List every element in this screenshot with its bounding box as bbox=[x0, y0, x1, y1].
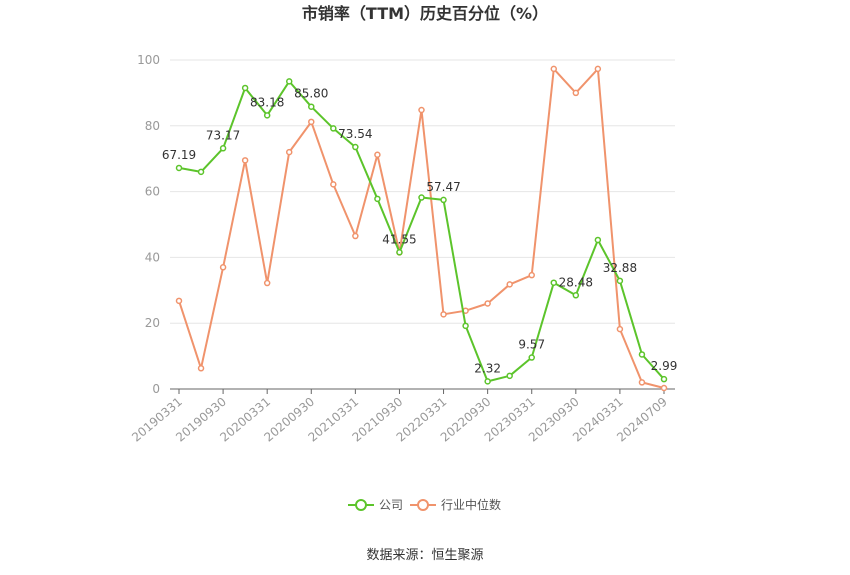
data-point bbox=[418, 194, 425, 201]
data-point bbox=[330, 125, 337, 132]
legend-item-company[interactable]: 公司 bbox=[348, 498, 403, 512]
series-line bbox=[178, 80, 665, 383]
data-point bbox=[462, 322, 469, 330]
data-point bbox=[550, 279, 558, 286]
data-label: 28.48 bbox=[559, 275, 593, 289]
x-axis: 2019033120190930202003312020093020210331… bbox=[129, 388, 675, 445]
y-tick-label: 60 bbox=[145, 185, 160, 199]
y-axis: 0 20 40 60 80 100 bbox=[137, 53, 160, 396]
legend-item-industry-median[interactable]: 行业中位数 bbox=[410, 497, 501, 512]
data-label: 2.32 bbox=[474, 361, 501, 375]
legend-marker-company bbox=[355, 499, 367, 511]
legend-marker-industry-median bbox=[417, 499, 429, 511]
data-point bbox=[572, 292, 580, 299]
y-tick-label: 40 bbox=[145, 250, 160, 264]
data-point bbox=[352, 232, 359, 240]
data-point bbox=[660, 375, 668, 383]
data-label: 57.47 bbox=[426, 180, 460, 194]
y-tick-label: 80 bbox=[145, 119, 160, 133]
data-point bbox=[616, 277, 624, 285]
legend-label-industry-median: 行业中位数 bbox=[441, 497, 501, 512]
data-point bbox=[219, 264, 227, 271]
data-point bbox=[263, 279, 271, 287]
data-point bbox=[285, 148, 293, 156]
data-label: 67.19 bbox=[162, 148, 196, 162]
data-point bbox=[396, 249, 403, 256]
data-point bbox=[330, 181, 337, 188]
data-point bbox=[616, 325, 624, 333]
data-point bbox=[506, 372, 513, 380]
data-point bbox=[352, 143, 359, 151]
data-point bbox=[440, 196, 447, 204]
data-point bbox=[484, 300, 491, 307]
data-point bbox=[308, 103, 315, 110]
data-point bbox=[506, 281, 513, 288]
data-point bbox=[594, 236, 602, 244]
data-point bbox=[528, 271, 535, 279]
data-source: 数据来源：恒生聚源 bbox=[366, 548, 483, 563]
data-point bbox=[528, 354, 535, 361]
data-point bbox=[638, 379, 646, 386]
data-labels: 67.19 73.17 83.18 85.80 73.54 41.55 57.47 2.32 9… bbox=[162, 87, 678, 376]
data-point bbox=[285, 78, 293, 85]
data-point bbox=[175, 164, 183, 172]
data-point bbox=[660, 384, 668, 392]
legend[interactable]: 公司 行业中位数 bbox=[348, 497, 501, 512]
grid bbox=[170, 59, 675, 324]
y-tick-label: 100 bbox=[137, 53, 160, 67]
series-line bbox=[178, 67, 665, 389]
data-point bbox=[638, 351, 646, 358]
legend-label-company: 公司 bbox=[379, 498, 403, 512]
data-label: 73.54 bbox=[338, 127, 372, 141]
series-layer bbox=[175, 65, 668, 392]
data-point bbox=[263, 112, 271, 119]
data-label: 73.17 bbox=[206, 128, 240, 142]
data-point bbox=[308, 118, 315, 126]
data-point bbox=[175, 297, 183, 305]
data-point bbox=[241, 84, 249, 92]
data-point bbox=[374, 151, 381, 159]
y-tick-label: 0 bbox=[152, 382, 160, 396]
data-label: 85.80 bbox=[294, 87, 328, 101]
data-point bbox=[374, 195, 381, 203]
data-point bbox=[418, 106, 425, 114]
chart-title: 市销率（TTM）历史百分位（%） bbox=[302, 4, 548, 23]
data-label: 32.88 bbox=[603, 261, 637, 275]
data-point bbox=[197, 365, 205, 372]
data-point bbox=[594, 65, 602, 73]
data-point bbox=[219, 145, 227, 152]
data-point bbox=[197, 168, 205, 176]
series-company bbox=[175, 78, 668, 385]
data-label: 9.57 bbox=[518, 338, 545, 352]
series-industry-median bbox=[175, 65, 668, 392]
data-point bbox=[572, 89, 580, 97]
data-point bbox=[440, 311, 447, 318]
data-label: 2.99 bbox=[651, 359, 678, 373]
data-label: 83.18 bbox=[250, 95, 284, 109]
data-label: 41.55 bbox=[382, 232, 416, 246]
data-point bbox=[484, 378, 491, 385]
y-tick-label: 20 bbox=[145, 316, 160, 330]
data-point bbox=[241, 157, 249, 164]
data-point bbox=[550, 65, 558, 73]
